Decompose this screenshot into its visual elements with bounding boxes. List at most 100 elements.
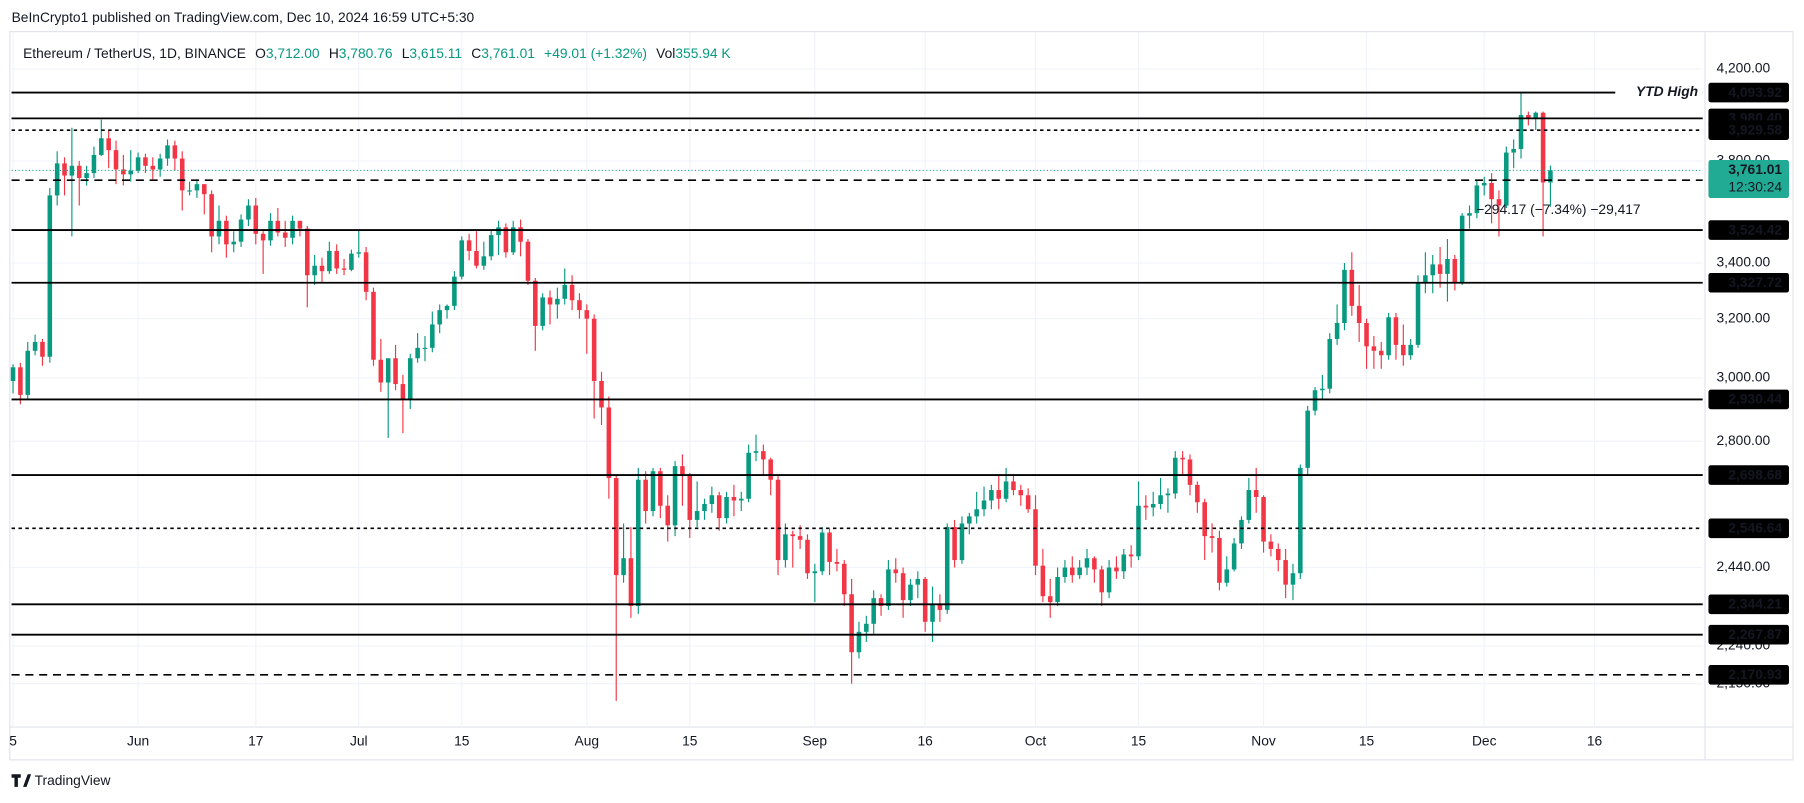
legend-key: C: [471, 46, 481, 61]
candle-body: [1305, 410, 1310, 468]
candle-body: [150, 165, 156, 170]
candle-body: [474, 250, 479, 266]
candle-body: [1217, 537, 1222, 583]
candle-body: [1430, 264, 1436, 276]
candle-body: [871, 598, 876, 624]
candle-body: [260, 233, 266, 241]
axes: 4,200.003,800.003,400.003,200.003,000.00…: [9, 61, 1789, 749]
candle-body: [569, 284, 575, 301]
candle-body: [1393, 317, 1399, 345]
candle-body: [10, 367, 16, 381]
x-tick-label: Jul: [350, 734, 368, 749]
candle-body: [459, 240, 465, 277]
candle-body: [1364, 322, 1369, 347]
candle-body: [54, 163, 60, 196]
candle-body: [658, 471, 663, 506]
candle-body: [577, 300, 582, 311]
candle-body: [834, 561, 840, 564]
candle-body: [518, 227, 523, 242]
candle-body: [599, 380, 604, 408]
x-tick-label: 15: [682, 734, 698, 749]
candle-body: [1165, 493, 1171, 496]
candle-body: [591, 318, 597, 381]
candle-body: [1415, 282, 1421, 345]
level-label-box: [1708, 82, 1789, 103]
candle-body: [1467, 213, 1472, 216]
x-tick-label: 16: [917, 734, 933, 749]
level-label: 2,546.64: [1728, 521, 1782, 536]
candle-body: [121, 169, 126, 175]
candle-body: [437, 310, 442, 325]
candle-body: [1077, 567, 1082, 576]
level-label-box: [1708, 594, 1789, 615]
candle-body: [944, 527, 950, 610]
candle-body: [878, 598, 884, 606]
x-tick-label: Sep: [803, 734, 828, 749]
candle-body: [1408, 344, 1413, 356]
candle-body: [282, 232, 288, 238]
candle-body: [665, 505, 670, 526]
candle-body: [1452, 258, 1458, 284]
candle-body: [974, 509, 979, 517]
x-tick-label: 15: [1131, 734, 1147, 749]
candle-body: [1187, 459, 1193, 485]
candle-body: [680, 466, 685, 475]
candle-body: [841, 563, 847, 595]
level-label-box: [1708, 624, 1789, 645]
y-tick-label: 4,200.00: [1717, 61, 1771, 76]
candle-body: [47, 195, 53, 357]
candle-body: [525, 241, 531, 281]
candle-body: [1114, 567, 1119, 572]
candle-body: [775, 479, 781, 561]
candle-body: [1283, 560, 1288, 585]
measure-label: −294.17 (−7.34%) −29,417: [1476, 202, 1641, 217]
candle-body: [827, 532, 832, 562]
candle-body: [1158, 495, 1163, 504]
candle-body: [1062, 567, 1068, 578]
candle-body: [503, 227, 509, 253]
candle-body: [1356, 305, 1362, 323]
chart-frame: [9, 31, 1794, 761]
candle-body: [981, 500, 987, 510]
x-tick-label: 16: [1587, 734, 1603, 749]
y-tick-label: 2,440.00: [1717, 559, 1771, 574]
candle-body: [363, 252, 369, 292]
candle-body: [481, 256, 487, 266]
candle-body: [1253, 490, 1259, 497]
candle-body: [62, 163, 67, 176]
candle-body: [738, 498, 744, 501]
level-label-box: [1708, 120, 1789, 140]
candle-body: [1121, 554, 1127, 572]
logo-mark: [11, 774, 32, 787]
candle-body: [864, 623, 869, 632]
candle-body: [900, 573, 906, 601]
candle-body: [496, 227, 501, 236]
candle-body: [327, 250, 332, 272]
candle-body: [709, 495, 715, 504]
legend: Ethereum / TetherUS, 1D, BINANCE O3,712.0…: [23, 46, 731, 61]
candle-body: [621, 558, 626, 576]
candle-body: [584, 310, 590, 319]
candle-body: [202, 184, 207, 195]
level-label-box: [1708, 665, 1789, 685]
candle-body: [172, 145, 178, 159]
candle-body: [128, 170, 134, 175]
candle-body: [1312, 390, 1318, 411]
candle-body: [783, 534, 788, 561]
candle-body: [224, 220, 229, 245]
legend-value: 3,615.11: [409, 46, 462, 61]
candle-body: [231, 241, 236, 245]
candle-body: [1003, 481, 1009, 499]
candle-body: [135, 157, 141, 171]
candle-body: [444, 305, 450, 311]
candle-body: [1423, 275, 1428, 283]
level-label: 3,524.42: [1728, 222, 1782, 237]
level-label-box: [1708, 389, 1789, 410]
footer-logo: TradingView: [11, 773, 111, 788]
y-tick-label: 3,400.00: [1717, 255, 1771, 270]
candle-body: [540, 297, 545, 326]
candle-body: [356, 252, 362, 254]
candle-body: [1092, 558, 1097, 570]
candle-body: [1011, 481, 1016, 491]
x-tick-label: 5: [9, 734, 17, 749]
